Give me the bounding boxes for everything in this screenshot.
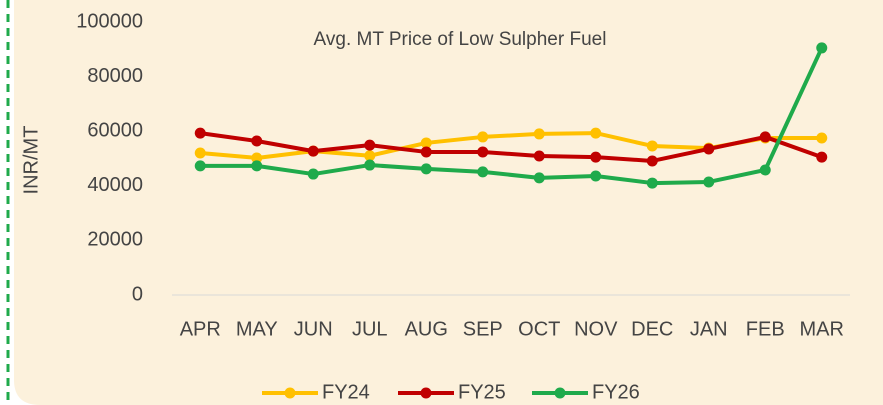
x-tick-label: JUL xyxy=(352,318,388,340)
marker xyxy=(251,135,263,147)
marker xyxy=(590,151,602,163)
x-tick-label: NOV xyxy=(574,318,618,340)
x-tick-label: FEB xyxy=(746,318,785,340)
marker xyxy=(646,177,658,189)
chart-title: Avg. MT Price of Low Sulpher Fuel xyxy=(314,29,607,50)
marker xyxy=(533,128,545,140)
marker xyxy=(477,146,489,158)
legend-marker xyxy=(284,387,296,399)
marker xyxy=(364,159,376,171)
x-tick-label: AUG xyxy=(405,318,448,340)
y-tick-label: 0 xyxy=(132,283,143,305)
y-tick-label: 100000 xyxy=(76,10,143,32)
y-tick-label: 80000 xyxy=(87,65,143,87)
marker xyxy=(759,164,771,176)
legend-label: FY24 xyxy=(322,381,370,403)
legend-label: FY26 xyxy=(592,381,640,403)
marker xyxy=(646,155,658,167)
x-tick-label: OCT xyxy=(518,318,560,340)
x-tick-label: MAY xyxy=(236,318,278,340)
line xyxy=(199,131,823,163)
marker xyxy=(420,146,432,158)
x-tick-label: JAN xyxy=(690,318,728,340)
marker xyxy=(703,176,715,188)
marker xyxy=(420,163,432,175)
y-tick-label: 40000 xyxy=(87,174,143,196)
marker xyxy=(251,152,263,164)
y-tick-label: 20000 xyxy=(87,229,143,251)
line xyxy=(200,47,824,186)
marker xyxy=(703,143,715,155)
marker xyxy=(816,132,828,144)
x-tick-label: APR xyxy=(180,318,221,340)
marker xyxy=(364,139,376,151)
y-tick-label: 60000 xyxy=(87,119,143,141)
legend-label: FY25 xyxy=(458,381,506,403)
marker xyxy=(194,160,206,172)
legend-marker xyxy=(554,387,566,399)
marker xyxy=(533,172,545,184)
marker xyxy=(307,168,319,180)
x-tick-label: SEP xyxy=(463,318,503,340)
marker xyxy=(194,127,206,139)
marker xyxy=(364,150,376,162)
x-tick-label: JUN xyxy=(294,318,333,340)
x-tick-label: DEC xyxy=(631,318,673,340)
y-axis-label: INR/MT xyxy=(20,126,42,195)
marker xyxy=(194,147,206,159)
marker xyxy=(816,151,828,163)
x-tick-label: MAR xyxy=(800,318,844,340)
marker xyxy=(590,127,602,139)
legend-marker xyxy=(420,387,432,399)
marker xyxy=(477,166,489,178)
marker xyxy=(646,140,658,152)
marker xyxy=(533,150,545,162)
marker xyxy=(307,145,319,157)
marker xyxy=(477,131,489,143)
marker xyxy=(590,170,602,182)
marker xyxy=(759,131,771,143)
marker xyxy=(251,160,263,172)
marker xyxy=(420,137,432,149)
marker xyxy=(816,42,828,54)
